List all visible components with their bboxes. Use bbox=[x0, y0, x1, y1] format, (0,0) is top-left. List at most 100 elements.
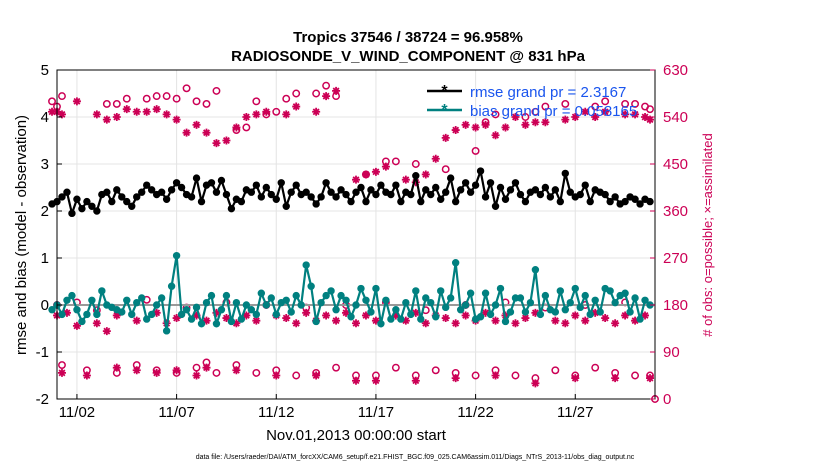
rmse-point bbox=[322, 179, 330, 187]
bias-point bbox=[506, 308, 515, 316]
y-axis-label: rmse and bias (model - observation) bbox=[13, 115, 30, 355]
obs-possible-marker bbox=[391, 363, 400, 372]
rmse-point bbox=[427, 190, 435, 199]
bias-point bbox=[397, 315, 405, 323]
bias-point bbox=[182, 306, 191, 314]
obs-assimilated-marker bbox=[531, 308, 540, 317]
rmse-series bbox=[48, 167, 654, 218]
obs-assimilated-marker bbox=[192, 120, 201, 129]
obs-assimilated-marker bbox=[102, 115, 111, 124]
bias-point bbox=[157, 294, 166, 302]
obs-possible-marker bbox=[102, 99, 111, 108]
rmse-point bbox=[287, 188, 295, 196]
bias-point bbox=[143, 315, 151, 323]
y2-tick-label: 540 bbox=[663, 109, 688, 126]
obs-assimilated-marker bbox=[202, 316, 211, 325]
bias-point bbox=[561, 306, 569, 314]
bias-point bbox=[432, 313, 440, 321]
bias-point bbox=[327, 287, 335, 295]
rmse-point bbox=[471, 181, 480, 189]
y-tick-label: 3 bbox=[41, 156, 49, 173]
obs-assimilated-marker bbox=[112, 363, 121, 372]
obs-assimilated-marker bbox=[501, 123, 510, 132]
bias-point bbox=[352, 301, 360, 309]
rmse-point bbox=[187, 193, 196, 201]
rmse-point bbox=[606, 197, 614, 206]
obs-possible-marker bbox=[292, 89, 301, 98]
bias-point bbox=[307, 282, 315, 290]
rmse-point bbox=[357, 183, 365, 192]
bias-point bbox=[417, 315, 425, 323]
rmse-point bbox=[162, 195, 171, 203]
y2-axis-ticks: 0 90 180 270 360 450 540 630 bbox=[650, 62, 688, 408]
bias-point bbox=[501, 317, 510, 326]
bias-point bbox=[88, 296, 96, 304]
obs-assimilated-marker bbox=[451, 319, 460, 328]
obs-possible-marker bbox=[531, 107, 540, 116]
obs-assimilated-marker bbox=[621, 110, 630, 119]
rmse-point bbox=[68, 209, 76, 218]
rmse-point bbox=[262, 183, 270, 192]
obs-possible-marker bbox=[192, 363, 201, 372]
obs-possible-marker bbox=[58, 361, 66, 370]
obs-assimilated-marker bbox=[57, 368, 66, 377]
obs-assimilated-marker bbox=[222, 314, 231, 323]
obs-assimilated-marker bbox=[646, 374, 655, 383]
obs-possible-marker bbox=[252, 368, 261, 377]
obs-possible-marker bbox=[58, 92, 66, 101]
rmse-point bbox=[466, 188, 475, 196]
obs-assimilated-marker bbox=[132, 316, 141, 325]
bias-point bbox=[98, 287, 106, 295]
obs-assimilated-marker bbox=[601, 107, 610, 116]
rmse-point bbox=[481, 193, 490, 201]
obs-assimilated-marker bbox=[352, 376, 360, 385]
obs-assimilated-marker bbox=[232, 366, 241, 375]
rmse-point bbox=[407, 190, 415, 199]
obs-assimilated-marker bbox=[152, 368, 161, 377]
rmse-point bbox=[138, 188, 146, 196]
obs-assimilated-marker bbox=[531, 118, 540, 127]
obs-assimilated-marker bbox=[561, 319, 570, 328]
bias-point bbox=[571, 284, 579, 293]
obs-possible-marker bbox=[242, 123, 251, 132]
bias-point bbox=[446, 294, 455, 302]
obs-assimilated-marker bbox=[212, 308, 221, 317]
rmse-point bbox=[611, 193, 619, 201]
rmse-point bbox=[646, 197, 654, 206]
bias-point bbox=[262, 301, 270, 309]
bias-point bbox=[387, 315, 395, 323]
bias-point bbox=[207, 291, 216, 300]
rmse-point bbox=[432, 183, 440, 192]
rmse-point bbox=[581, 181, 589, 189]
bias-point bbox=[48, 306, 56, 314]
rmse-point bbox=[461, 179, 470, 187]
x-axis-label: Nov.01,2013 00:00:00 start bbox=[266, 427, 447, 444]
rmse-point bbox=[207, 179, 216, 187]
bias-point bbox=[412, 287, 420, 295]
bias-point bbox=[611, 298, 619, 307]
bias-point bbox=[392, 306, 400, 314]
rmse-point bbox=[491, 202, 500, 211]
obs-assimilated-marker bbox=[481, 120, 490, 129]
obs-possible-marker bbox=[172, 94, 181, 103]
rmse-point bbox=[103, 188, 111, 196]
obs-possible-marker bbox=[541, 102, 550, 111]
obs-assimilated-marker bbox=[631, 110, 640, 119]
obs-assimilated-marker bbox=[242, 113, 251, 121]
rmse-point bbox=[486, 179, 495, 187]
y-tick-label: -1 bbox=[36, 344, 49, 361]
obs-assimilated-marker bbox=[441, 133, 450, 142]
bias-point bbox=[147, 310, 156, 319]
bias-point bbox=[402, 298, 410, 307]
rmse-point bbox=[58, 193, 66, 201]
bias-point bbox=[516, 294, 525, 302]
rmse-point bbox=[143, 181, 151, 189]
obs-assimilated-marker bbox=[332, 316, 341, 325]
y-tick-label: 4 bbox=[41, 109, 49, 126]
rmse-point bbox=[252, 181, 261, 189]
bias-point bbox=[73, 306, 81, 314]
rmse-point bbox=[397, 197, 405, 206]
plot-area bbox=[57, 70, 655, 399]
bias-point bbox=[63, 296, 71, 304]
rmse-point bbox=[586, 197, 594, 206]
